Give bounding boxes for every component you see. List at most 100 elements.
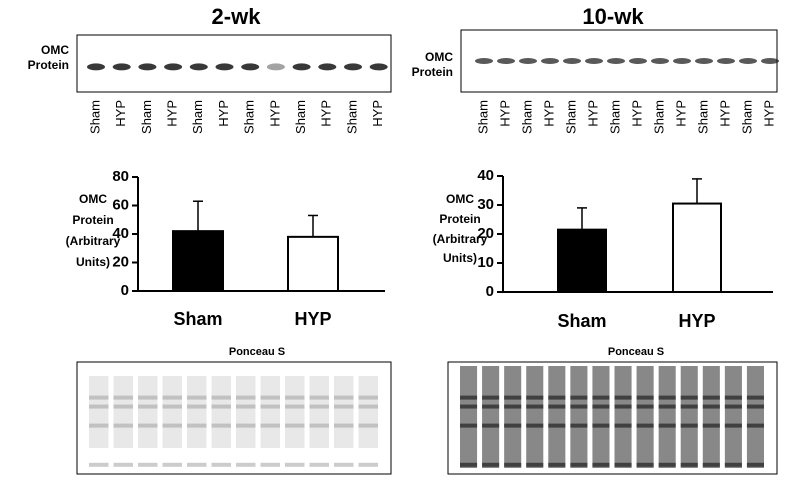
bar: [672, 202, 722, 293]
y-tick-label: 80: [112, 168, 129, 185]
ponceau-streak: [548, 423, 566, 428]
lane-label: HYP: [585, 100, 600, 127]
y-tick-label: 60: [112, 196, 129, 213]
ponceau-lane: [636, 366, 654, 468]
ponceau-lane: [162, 376, 182, 448]
ponceau-lane: [724, 366, 742, 468]
ponceau-streak: [113, 462, 133, 467]
x-tick-label: HYP: [294, 309, 331, 329]
ponceau-lane: [614, 366, 632, 468]
ponceau-streak: [746, 462, 764, 467]
ponceau-streak: [211, 423, 231, 428]
ponceau-image: [447, 361, 778, 475]
ponceau-streak: [260, 404, 280, 409]
lane-label: Sham: [739, 100, 754, 134]
ponceau-streak: [724, 404, 742, 409]
ponceau-streak: [187, 423, 207, 428]
ponceau-lane: [113, 376, 133, 448]
blot-band: [164, 63, 183, 71]
chart-title: 2-wk: [212, 4, 262, 29]
ponceau-streak: [236, 423, 256, 428]
ponceau-streak: [236, 462, 256, 467]
y-axis-label: Units): [76, 255, 110, 269]
ponceau-lane: [89, 376, 109, 448]
lane-label: HYP: [370, 100, 385, 127]
ponceau-streak: [285, 395, 305, 400]
ponceau-streak: [162, 404, 182, 409]
y-axis-label: Units): [443, 251, 477, 265]
y-axis-label: Protein: [72, 213, 113, 227]
ponceau-streak: [504, 395, 522, 400]
blot-band: [629, 58, 647, 64]
ponceau-streak: [702, 423, 720, 428]
ponceau-streak: [548, 462, 566, 467]
ponceau-lane: [526, 366, 544, 468]
y-tick-label: 20: [112, 253, 129, 270]
ponceau-streak: [614, 423, 632, 428]
ponceau-streak: [724, 423, 742, 428]
lane-label: Sham: [607, 100, 622, 134]
ponceau-lane: [285, 376, 305, 448]
ponceau-streak: [138, 423, 158, 428]
y-axis-label: (Arbitrary: [433, 232, 488, 246]
ponceau-streak: [113, 395, 133, 400]
ponceau-lane: [504, 366, 522, 468]
ponceau-streak: [614, 404, 632, 409]
x-tick-label: Sham: [173, 309, 222, 329]
blot-label: OMC: [41, 43, 69, 57]
y-tick-label: 10: [477, 254, 494, 271]
ponceau-streak: [285, 423, 305, 428]
ponceau-streak: [187, 395, 207, 400]
ponceau-streak: [636, 423, 654, 428]
blot-band: [673, 58, 691, 64]
blot-band: [138, 63, 157, 71]
ponceau-streak: [334, 423, 354, 428]
ponceau-streak: [358, 423, 378, 428]
ponceau-streak: [570, 423, 588, 428]
ponceau-streak: [658, 404, 676, 409]
ponceau-streak: [658, 462, 676, 467]
lane-label: HYP: [113, 100, 128, 127]
lane-label: HYP: [267, 100, 282, 127]
ponceau-streak: [358, 462, 378, 467]
ponceau-streak: [309, 462, 329, 467]
ponceau-streak: [138, 462, 158, 467]
blot-band: [87, 63, 105, 71]
blot-image: [76, 34, 392, 93]
lane-label: HYP: [541, 100, 556, 127]
ponceau-lane: [358, 376, 378, 448]
blot-label: OMC: [425, 50, 453, 64]
ponceau-streak: [138, 404, 158, 409]
ponceau-streak: [592, 395, 610, 400]
ponceau-lane: [482, 366, 500, 468]
ponceau-streak: [482, 404, 500, 409]
y-tick-label: 30: [477, 196, 494, 213]
lane-label: HYP: [497, 100, 512, 127]
ponceau-lane: [592, 366, 610, 468]
blot-label: Protein: [28, 58, 69, 72]
ponceau-streak: [724, 395, 742, 400]
ponceau-streak: [592, 423, 610, 428]
ponceau-streak: [89, 395, 109, 400]
blot-band: [497, 58, 515, 64]
ponceau-lane: [138, 376, 158, 448]
ponceau-streak: [334, 395, 354, 400]
ponceau-streak: [746, 423, 764, 428]
lane-label: Sham: [139, 100, 154, 134]
ponceau-streak: [460, 404, 478, 409]
ponceau-streak: [570, 462, 588, 467]
ponceau-lane: [260, 376, 280, 448]
blot-label: Protein: [412, 65, 453, 79]
ponceau-lane: [746, 366, 764, 468]
ponceau-streak: [702, 462, 720, 467]
ponceau-streak: [592, 404, 610, 409]
lane-label: Sham: [651, 100, 666, 134]
y-axis-label: Protein: [439, 212, 480, 226]
blot-band: [318, 63, 337, 71]
ponceau-streak: [680, 404, 698, 409]
ponceau-streak: [138, 395, 158, 400]
blot-band: [739, 58, 757, 64]
ponceau-streak: [482, 395, 500, 400]
ponceau-streak: [162, 395, 182, 400]
ponceau-streak: [636, 395, 654, 400]
